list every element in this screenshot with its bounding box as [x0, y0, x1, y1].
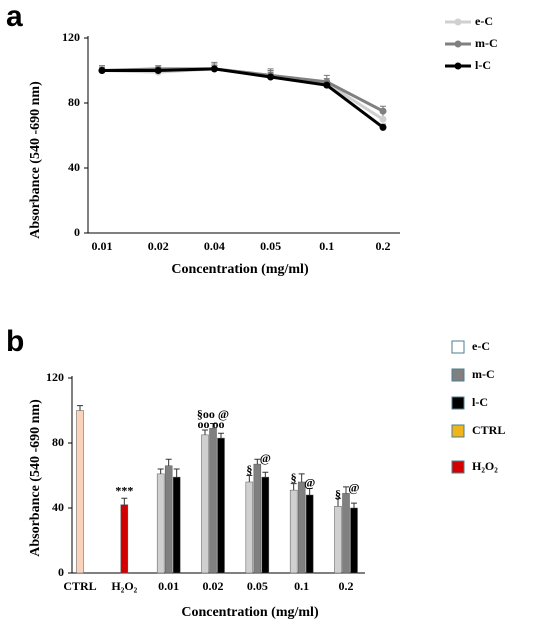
legend-label: H₂O₂: [472, 459, 498, 473]
bar: [76, 410, 84, 574]
x-tick-label: 0.04: [204, 239, 225, 253]
error-bar: [254, 458, 261, 465]
x-tick-label: 0.05: [247, 579, 268, 593]
annotation: @: [260, 451, 271, 465]
line: [101, 67, 384, 113]
point: [379, 123, 387, 131]
bar: [156, 473, 165, 574]
line: [102, 67, 384, 129]
panel-label: a: [6, 0, 23, 33]
point: [98, 67, 106, 74]
point: [267, 73, 275, 81]
x-axis-label: Concentration (mg/ml): [171, 262, 309, 277]
bar: [253, 463, 262, 574]
legend-swatch: [451, 460, 465, 474]
legend-label: m-C: [472, 367, 495, 381]
annotation: @: [348, 480, 359, 494]
legend-label: CTRL: [472, 423, 505, 437]
bar: [201, 434, 209, 574]
bar: [217, 437, 225, 574]
annotation: §: [246, 462, 252, 476]
x-tick-label: 0.02: [203, 579, 224, 593]
annotation: §: [335, 487, 341, 501]
error-bar: [77, 405, 83, 411]
y-tick-label: 80: [68, 95, 80, 109]
error-bar: [218, 432, 224, 439]
error-bar: [202, 429, 208, 435]
legend-label: e-C: [472, 339, 490, 353]
legend-swatch: [454, 62, 462, 70]
bar: [305, 494, 314, 574]
error-bar: [335, 497, 341, 507]
y-tick-label: 40: [52, 500, 64, 514]
x-tick-label: 0.05: [260, 239, 281, 253]
point: [154, 67, 162, 74]
x-tick-label: 0.2: [376, 239, 391, 253]
legend-label: l-C: [475, 58, 491, 72]
y-axis-label: Absorbance (540 -690 nm): [28, 81, 43, 239]
legend-label: m-C: [475, 36, 498, 50]
bar: [261, 476, 270, 574]
error-bar: [246, 475, 253, 482]
annotation: @: [304, 475, 315, 489]
legend-swatch: [454, 18, 462, 26]
y-tick-label: 0: [58, 565, 64, 579]
error-bar: [157, 468, 164, 474]
error-bar: [306, 488, 313, 495]
bar: [289, 489, 298, 574]
point: [379, 115, 387, 123]
error-bar: [173, 468, 180, 478]
x-tick-label: 0.01: [92, 239, 113, 253]
legend-label: e-C: [475, 14, 493, 28]
bar: [245, 481, 254, 574]
annotation: §: [291, 471, 297, 485]
x-tick-label: 0.2: [339, 579, 354, 593]
legend-label: l-C: [472, 395, 488, 409]
legend-swatch: [451, 424, 465, 438]
annotation: ***: [115, 484, 133, 498]
bar: [120, 504, 129, 574]
y-tick-label: 80: [52, 435, 64, 449]
legend-swatch: [451, 340, 465, 354]
y-axis-label: Absorbance (540 -690 nm): [28, 399, 43, 557]
x-axis-label: Concentration (mg/ml): [181, 605, 319, 620]
error-bar: [290, 483, 297, 491]
x-tick-label: CTRL: [63, 579, 96, 593]
bar: [209, 428, 217, 574]
legend-swatch: [454, 40, 462, 48]
point: [210, 65, 218, 73]
bar: [334, 506, 342, 574]
point: [323, 81, 331, 89]
bar: [172, 476, 181, 574]
x-tick-label: H₂O₂: [111, 579, 137, 593]
bar: [350, 507, 358, 574]
x-tick-label: 0.01: [158, 579, 179, 593]
error-bar: [343, 486, 349, 494]
bar: [342, 493, 350, 574]
y-tick-label: 120: [46, 370, 64, 384]
error-bar: [165, 458, 172, 466]
y-tick-label: 0: [74, 225, 80, 239]
x-tick-label: 0.1: [319, 239, 334, 253]
error-bar: [210, 423, 216, 429]
y-tick-label: 120: [62, 30, 80, 44]
annotation: §oo @: [197, 407, 229, 421]
annotation: oo oo: [198, 417, 225, 431]
panel-label: b: [6, 325, 24, 358]
x-tick-label: 0.1: [294, 579, 309, 593]
legend-swatch: [451, 368, 465, 382]
error-bar: [351, 502, 357, 508]
error-bar: [298, 473, 305, 482]
bar: [164, 465, 173, 574]
bar: [297, 481, 306, 574]
error-bar: [262, 471, 269, 478]
error-bar: [121, 497, 128, 505]
point: [379, 107, 387, 115]
y-tick-label: 40: [68, 160, 80, 174]
x-tick-label: 0.02: [148, 239, 169, 253]
legend-swatch: [451, 396, 465, 410]
